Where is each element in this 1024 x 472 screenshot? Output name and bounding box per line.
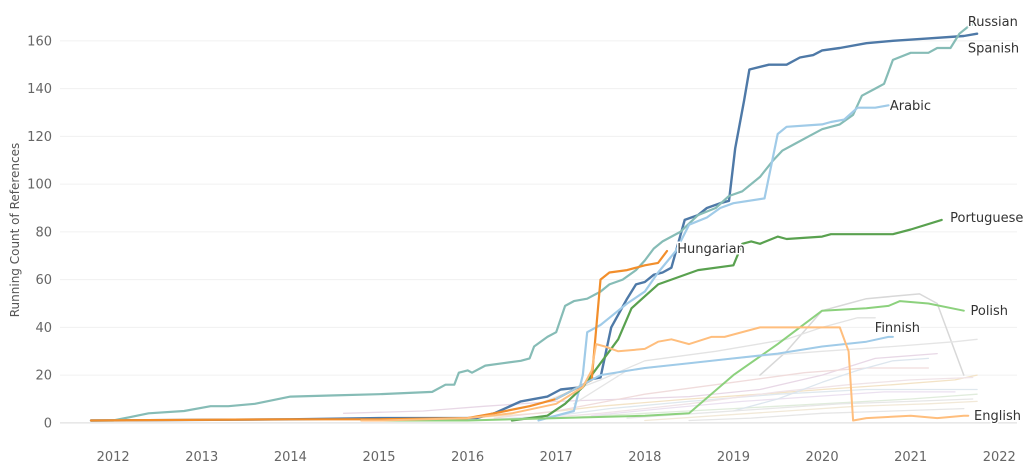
series-label-arabic: Arabic [890, 99, 931, 114]
x-tick-label: 2018 [628, 450, 661, 465]
y-tick-label: 20 [35, 369, 52, 384]
x-tick-label: 2012 [97, 450, 130, 465]
series-line-english [360, 326, 970, 422]
series-label-finnish: Finnish [875, 321, 920, 336]
background-series [342, 293, 978, 422]
y-axis-title: Running Count of References [8, 143, 22, 318]
series-line-background [466, 317, 876, 419]
x-tick-label: 2017 [540, 450, 573, 465]
y-tick-label: 40 [35, 321, 52, 336]
x-tick-label: 2013 [185, 450, 218, 465]
series-line-background [378, 374, 978, 422]
y-tick-label: 80 [35, 225, 52, 240]
series-line-background [511, 376, 974, 422]
y-tick-label: 120 [27, 130, 52, 145]
series-line-russian [89, 32, 979, 422]
series-label-russian: Russian [968, 15, 1018, 30]
series-label-english: English [974, 409, 1021, 424]
series-line-arabic [537, 104, 890, 422]
x-tick-label: 2014 [274, 450, 307, 465]
series-line-background [555, 393, 978, 419]
axis-ticks: 0 20 40 60 80 100 120 140 160 2012 2013 2014 2015 201… [27, 34, 1016, 465]
series-line-background [732, 357, 930, 412]
series-line-background [688, 407, 965, 422]
x-tick-label: 2015 [362, 450, 395, 465]
x-tick-label: 2020 [806, 450, 839, 465]
series-label-spanish: Spanish [968, 41, 1019, 56]
x-tick-label: 2016 [451, 450, 484, 465]
y-tick-label: 100 [27, 178, 52, 193]
series-label-polish: Polish [970, 304, 1008, 319]
series-line-background [759, 293, 965, 376]
x-tick-label: 2022 [983, 450, 1016, 465]
y-tick-label: 140 [27, 82, 52, 97]
x-tick-label: 2019 [717, 450, 750, 465]
x-tick-label: 2021 [894, 450, 927, 465]
series-line-portuguese [510, 218, 943, 422]
series-line-background [644, 400, 978, 422]
series-line-spanish [89, 20, 979, 422]
series-line-polish [360, 300, 965, 422]
y-tick-label: 60 [35, 273, 52, 288]
series-label-hungarian: Hungarian [677, 242, 745, 257]
series-line-finnish [555, 335, 894, 400]
labeled-series [89, 20, 979, 422]
series-labels: Russian Spanish Arabic Portuguese Hungarian P… [676, 14, 1024, 426]
y-tick-label: 160 [27, 34, 52, 49]
gridlines [60, 40, 1017, 424]
y-tick-label: 0 [44, 416, 52, 431]
series-label-portuguese: Portuguese [950, 211, 1023, 226]
